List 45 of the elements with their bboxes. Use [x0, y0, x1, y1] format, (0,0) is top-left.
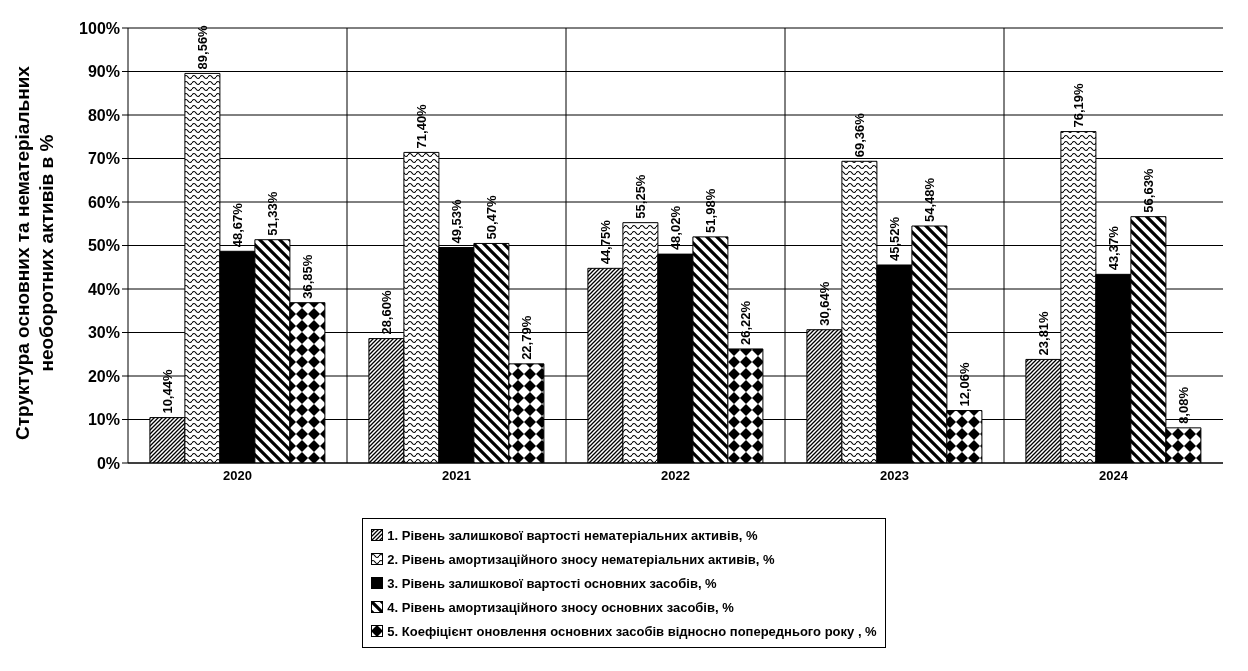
- data-label: 26,22%: [737, 300, 753, 345]
- data-label: 51,98%: [702, 188, 718, 233]
- y-tick-label: 20%: [87, 367, 120, 385]
- data-label: 8,08%: [1175, 386, 1191, 424]
- data-label: 30,64%: [816, 281, 832, 326]
- data-label: 44,75%: [597, 219, 613, 265]
- y-tick-label: 50%: [87, 237, 120, 255]
- data-label: 49,53%: [448, 199, 464, 244]
- legend-label: 1. Рівень залишкової вартості нематеріальних активів, %: [387, 527, 758, 543]
- x-tick-label: 2022: [661, 468, 690, 484]
- y-tick-label: 70%: [87, 150, 120, 168]
- data-label: 45,52%: [886, 216, 902, 261]
- data-label: 10,44%: [159, 369, 175, 414]
- y-tick-label: 60%: [87, 193, 120, 211]
- y-tick-label: 0%: [96, 454, 120, 472]
- data-label: 54,48%: [921, 177, 937, 223]
- data-label: 89,56%: [194, 24, 210, 70]
- data-label: 50,47%: [483, 194, 499, 240]
- y-tick-label: 10%: [87, 411, 120, 429]
- x-tick-label: 2021: [442, 468, 471, 484]
- y-tick-label: 100%: [79, 19, 120, 37]
- data-label: 22,79%: [518, 315, 534, 360]
- legend-label: 4. Рівень амортизаційного зносу основних засобів, %: [387, 599, 734, 615]
- data-label: 56,63%: [1140, 168, 1156, 213]
- data-label: 55,25%: [632, 174, 648, 219]
- x-tick-label: 2024: [1099, 468, 1129, 484]
- y-tick-label: 40%: [87, 280, 120, 298]
- y-tick-label: 80%: [87, 106, 120, 124]
- data-label: 69,36%: [851, 112, 867, 158]
- y-tick-label: 30%: [87, 324, 120, 342]
- data-label: 28,60%: [378, 290, 394, 335]
- legend-label: 5. Коефіцієнт оновлення основних засобів відносно попереднього року , %: [387, 623, 877, 639]
- data-label: 43,37%: [1105, 225, 1121, 271]
- legend-label: 2. Рівень амортизаційного зносу нематеріальних активів, %: [387, 551, 775, 567]
- data-label: 36,85%: [299, 254, 315, 299]
- data-label: 71,40%: [413, 103, 429, 149]
- data-label: 12,06%: [956, 362, 972, 407]
- data-label: 76,19%: [1070, 83, 1086, 128]
- y-tick-label: 90%: [87, 63, 120, 81]
- data-label: 48,67%: [229, 202, 245, 248]
- x-tick-label: 2020: [223, 468, 252, 484]
- x-tick-label: 2023: [880, 468, 909, 484]
- legend-label: 3. Рівень залишкової вартості основних засобів, %: [387, 575, 717, 591]
- data-label: 51,33%: [264, 191, 280, 236]
- y-axis-title: Структура основних та нематеріальних необоротних активів в %: [11, 65, 58, 442]
